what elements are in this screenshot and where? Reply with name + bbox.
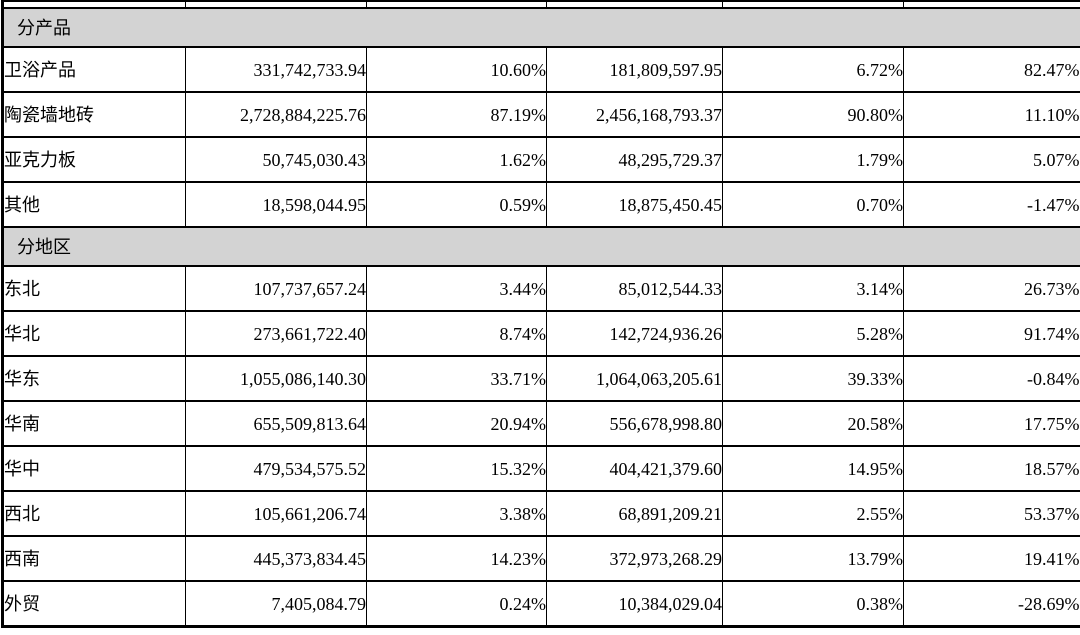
clipped-top-row [2, 1, 1080, 9]
table-row: 华东 1,055,086,140.30 33.71% 1,064,063,205… [2, 355, 1080, 402]
row-value-yoy-change: 19.41% [903, 535, 1080, 582]
table-row: 陶瓷墙地砖 2,728,884,225.76 87.19% 2,456,168,… [2, 91, 1080, 138]
table-row: 外贸 7,405,084.79 0.24% 10,384,029.04 0.38… [2, 580, 1080, 628]
row-value-current-pct: 14.23% [366, 535, 547, 582]
row-label: 东北 [2, 265, 186, 312]
row-value-current-amount: 273,661,722.40 [185, 310, 367, 357]
row-label: 亚克力板 [2, 136, 186, 183]
table-row: 东北 107,737,657.24 3.44% 85,012,544.33 3.… [2, 265, 1080, 312]
section-header-cell: 分地区 [2, 226, 1080, 267]
row-value-prior-pct: 1.79% [722, 136, 904, 183]
table-row: 西北 105,661,206.74 3.38% 68,891,209.21 2.… [2, 490, 1080, 537]
table-row: 华南 655,509,813.64 20.94% 556,678,998.80 … [2, 400, 1080, 447]
row-value-prior-pct: 90.80% [722, 91, 904, 138]
row-value-prior-pct: 2.55% [722, 490, 904, 537]
row-label: 卫浴产品 [2, 46, 186, 93]
section-header-row: 分产品 [2, 7, 1080, 48]
row-value-current-amount: 107,737,657.24 [185, 265, 367, 312]
row-label: 华北 [2, 310, 186, 357]
row-label: 外贸 [2, 580, 186, 628]
row-value-current-pct: 20.94% [366, 400, 547, 447]
row-value-current-amount: 479,534,575.52 [185, 445, 367, 492]
row-value-current-pct: 3.38% [366, 490, 547, 537]
row-value-yoy-change: 91.74% [903, 310, 1080, 357]
row-value-prior-pct: 0.70% [722, 181, 904, 228]
row-value-prior-amount: 18,875,450.45 [546, 181, 723, 228]
row-value-yoy-change: -0.84% [903, 355, 1080, 402]
row-label: 陶瓷墙地砖 [2, 91, 186, 138]
table-row: 其他 18,598,044.95 0.59% 18,875,450.45 0.7… [2, 181, 1080, 228]
row-value-current-amount: 50,745,030.43 [185, 136, 367, 183]
row-label: 其他 [2, 181, 186, 228]
row-value-yoy-change: 82.47% [903, 46, 1080, 93]
row-value-prior-amount: 181,809,597.95 [546, 46, 723, 93]
row-value-current-pct: 8.74% [366, 310, 547, 357]
row-value-current-amount: 655,509,813.64 [185, 400, 367, 447]
row-value-yoy-change: 11.10% [903, 91, 1080, 138]
table-row: 西南 445,373,834.45 14.23% 372,973,268.29 … [2, 535, 1080, 582]
table-row: 华北 273,661,722.40 8.74% 142,724,936.26 5… [2, 310, 1080, 357]
row-value-prior-pct: 6.72% [722, 46, 904, 93]
row-value-current-pct: 15.32% [366, 445, 547, 492]
row-value-yoy-change: 17.75% [903, 400, 1080, 447]
row-label: 华东 [2, 355, 186, 402]
row-value-current-amount: 331,742,733.94 [185, 46, 367, 93]
row-value-current-amount: 445,373,834.45 [185, 535, 367, 582]
row-value-prior-amount: 372,973,268.29 [546, 535, 723, 582]
row-value-current-pct: 0.59% [366, 181, 547, 228]
row-value-current-amount: 105,661,206.74 [185, 490, 367, 537]
row-value-current-pct: 1.62% [366, 136, 547, 183]
row-value-prior-amount: 2,456,168,793.37 [546, 91, 723, 138]
row-label: 西南 [2, 535, 186, 582]
table-row: 华中 479,534,575.52 15.32% 404,421,379.60 … [2, 445, 1080, 492]
row-value-current-amount: 18,598,044.95 [185, 181, 367, 228]
section-header-cell: 分产品 [2, 7, 1080, 48]
row-label: 华南 [2, 400, 186, 447]
row-value-prior-amount: 10,384,029.04 [546, 580, 723, 628]
row-value-prior-pct: 20.58% [722, 400, 904, 447]
row-value-prior-pct: 0.38% [722, 580, 904, 628]
row-value-yoy-change: 18.57% [903, 445, 1080, 492]
row-value-prior-amount: 404,421,379.60 [546, 445, 723, 492]
row-value-prior-pct: 14.95% [722, 445, 904, 492]
row-value-prior-pct: 3.14% [722, 265, 904, 312]
partial-cell [722, 1, 904, 9]
row-value-current-pct: 10.60% [366, 46, 547, 93]
row-value-prior-amount: 68,891,209.21 [546, 490, 723, 537]
row-value-prior-amount: 142,724,936.26 [546, 310, 723, 357]
row-value-yoy-change: -1.47% [903, 181, 1080, 228]
row-value-yoy-change: 53.37% [903, 490, 1080, 537]
row-value-current-pct: 0.24% [366, 580, 547, 628]
partial-cell [546, 1, 723, 9]
partial-cell [185, 1, 367, 9]
section-header-row: 分地区 [2, 226, 1080, 267]
row-label: 西北 [2, 490, 186, 537]
row-value-prior-pct: 13.79% [722, 535, 904, 582]
row-value-current-pct: 3.44% [366, 265, 547, 312]
row-label: 华中 [2, 445, 186, 492]
row-value-yoy-change: 5.07% [903, 136, 1080, 183]
partial-cell [366, 1, 547, 9]
table-row: 卫浴产品 331,742,733.94 10.60% 181,809,597.9… [2, 46, 1080, 93]
partial-cell [903, 1, 1080, 9]
row-value-current-pct: 87.19% [366, 91, 547, 138]
row-value-prior-amount: 48,295,729.37 [546, 136, 723, 183]
row-value-prior-pct: 39.33% [722, 355, 904, 402]
row-value-prior-amount: 85,012,544.33 [546, 265, 723, 312]
row-value-prior-pct: 5.28% [722, 310, 904, 357]
row-value-current-amount: 2,728,884,225.76 [185, 91, 367, 138]
partial-cell [2, 1, 186, 9]
table-row: 亚克力板 50,745,030.43 1.62% 48,295,729.37 1… [2, 136, 1080, 183]
row-value-current-amount: 1,055,086,140.30 [185, 355, 367, 402]
row-value-prior-amount: 556,678,998.80 [546, 400, 723, 447]
row-value-yoy-change: 26.73% [903, 265, 1080, 312]
row-value-current-amount: 7,405,084.79 [185, 580, 367, 628]
row-value-yoy-change: -28.69% [903, 580, 1080, 628]
row-value-prior-amount: 1,064,063,205.61 [546, 355, 723, 402]
row-value-current-pct: 33.71% [366, 355, 547, 402]
